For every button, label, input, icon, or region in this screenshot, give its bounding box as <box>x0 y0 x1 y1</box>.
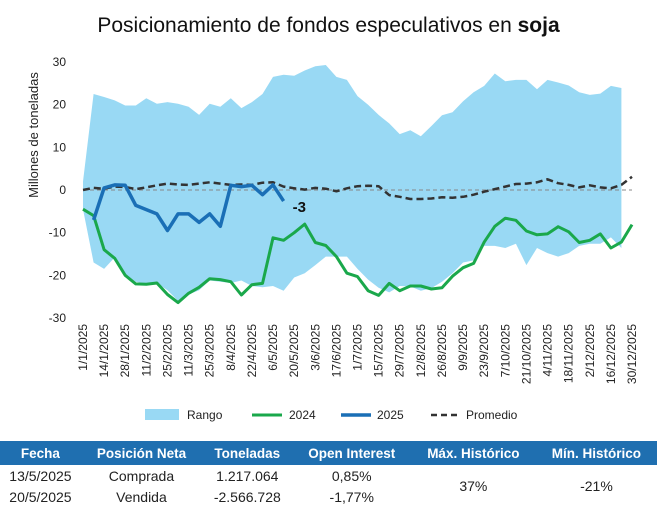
cell-fecha: 20/5/2025 <box>9 488 72 505</box>
y-tick-label: 20 <box>53 98 67 112</box>
table-row: 20/5/2025 Vendida -2.566.728 -1,77% <box>0 486 657 507</box>
x-tick-label: 21/10/2025 <box>519 324 533 384</box>
header-open-interest: Open Interest <box>292 441 411 465</box>
x-tick-label: 6/5/2025 <box>266 324 280 371</box>
series-line-2024 <box>82 207 634 305</box>
x-tick-label: 16/12/2025 <box>604 324 618 384</box>
x-tick-label: 15/7/2025 <box>372 324 386 378</box>
cell-toneladas: -2.566.728 <box>213 488 281 505</box>
x-tick-label: 7/10/2025 <box>498 324 512 378</box>
summary-table: Fecha Posición Neta Toneladas Open Inter… <box>0 441 657 507</box>
x-tick-label: 17/6/2025 <box>329 324 343 378</box>
y-tick-label: -10 <box>49 226 67 240</box>
x-tick-label: 20/5/2025 <box>287 324 301 378</box>
cell-open-interest: -1,77% <box>329 488 374 505</box>
legend: Rango 2024 2025 Promedio <box>145 408 518 422</box>
cell-toneladas: 1.217.064 <box>216 467 279 484</box>
header-max-historico: Máx. Histórico <box>410 441 536 465</box>
legend-label-promedio: Promedio <box>466 408 518 422</box>
x-axis-ticks: 1/1/2025 14/1/2025 28/1/2025 11/2/2025 25/2/… <box>76 324 639 384</box>
header-fecha: Fecha <box>0 441 81 465</box>
y-tick-label: 10 <box>53 140 67 154</box>
legend-swatch-rango <box>145 409 179 420</box>
y-axis-label: Millones de toneladas <box>26 72 41 198</box>
cell-posicion: Vendida <box>116 488 167 505</box>
x-tick-label: 18/11/2025 <box>562 324 576 383</box>
x-tick-label: 14/1/2025 <box>97 324 111 378</box>
x-tick-label: 28/1/2025 <box>118 324 132 378</box>
cell-fecha: 13/5/2025 <box>9 467 72 484</box>
cell-max-historico: 37% <box>459 478 488 494</box>
y-axis-ticks: -30 -20 -10 0 10 20 30 <box>49 55 67 325</box>
x-tick-label: 1/1/2025 <box>76 324 90 371</box>
summary-header-row: Fecha Posición Neta Toneladas Open Inter… <box>0 441 657 465</box>
x-tick-label: 8/4/2025 <box>224 324 238 371</box>
x-tick-label: 9/9/2025 <box>456 324 470 371</box>
legend-label-2024: 2024 <box>289 408 316 422</box>
x-tick-label: 29/7/2025 <box>393 324 407 378</box>
x-tick-label: 11/2/2025 <box>139 324 153 377</box>
table-row: 13/5/2025 Comprada 1.217.064 0,85% 37% -… <box>0 465 657 495</box>
x-tick-label: 23/9/2025 <box>477 324 491 378</box>
cell-open-interest: 0,85% <box>331 467 372 484</box>
chart-title: Posicionamiento de fondos especulativos … <box>0 14 657 38</box>
series-lines-layer <box>82 175 634 305</box>
header-posicion-neta: Posición Neta <box>80 441 203 465</box>
x-tick-label: 3/6/2025 <box>308 324 322 371</box>
x-tick-label: 30/12/2025 <box>625 324 639 384</box>
y-tick-label: 0 <box>59 183 66 197</box>
y-tick-label: -20 <box>49 268 67 282</box>
annotation-label: -3 <box>293 199 306 216</box>
x-tick-label: 25/3/2025 <box>203 324 217 378</box>
chart-title-main: Posicionamiento de fondos especulativos … <box>97 14 518 37</box>
x-tick-label: 26/8/2025 <box>435 324 449 378</box>
series-line-promedio <box>82 175 633 201</box>
x-tick-label: 4/11/2025 <box>541 324 555 377</box>
range-area-layer <box>83 65 622 301</box>
x-tick-label: 12/8/2025 <box>414 324 428 378</box>
y-tick-label: -30 <box>49 311 67 325</box>
x-tick-label: 11/3/2025 <box>182 324 196 377</box>
cell-posicion: Comprada <box>108 467 175 484</box>
y-tick-label: 30 <box>53 55 67 69</box>
series-line-2025 <box>91 183 286 233</box>
x-tick-label: 25/2/2025 <box>160 324 174 378</box>
x-tick-label: 22/4/2025 <box>245 324 259 378</box>
header-min-historico: Mín. Histórico <box>535 441 657 465</box>
legend-label-2025: 2025 <box>377 408 404 422</box>
header-toneladas: Toneladas <box>202 441 293 465</box>
chart-title-bold: soja <box>517 14 560 37</box>
range-area <box>83 65 622 301</box>
x-tick-label: 1/7/2025 <box>351 324 365 371</box>
chart: -30 -20 -10 0 10 20 30 1/1/2025 14/1/2025 28/1/2… <box>26 55 639 422</box>
cell-min-historico: -21% <box>580 478 613 494</box>
x-tick-label: 2/12/2025 <box>583 324 597 378</box>
legend-label-rango: Rango <box>187 408 223 422</box>
